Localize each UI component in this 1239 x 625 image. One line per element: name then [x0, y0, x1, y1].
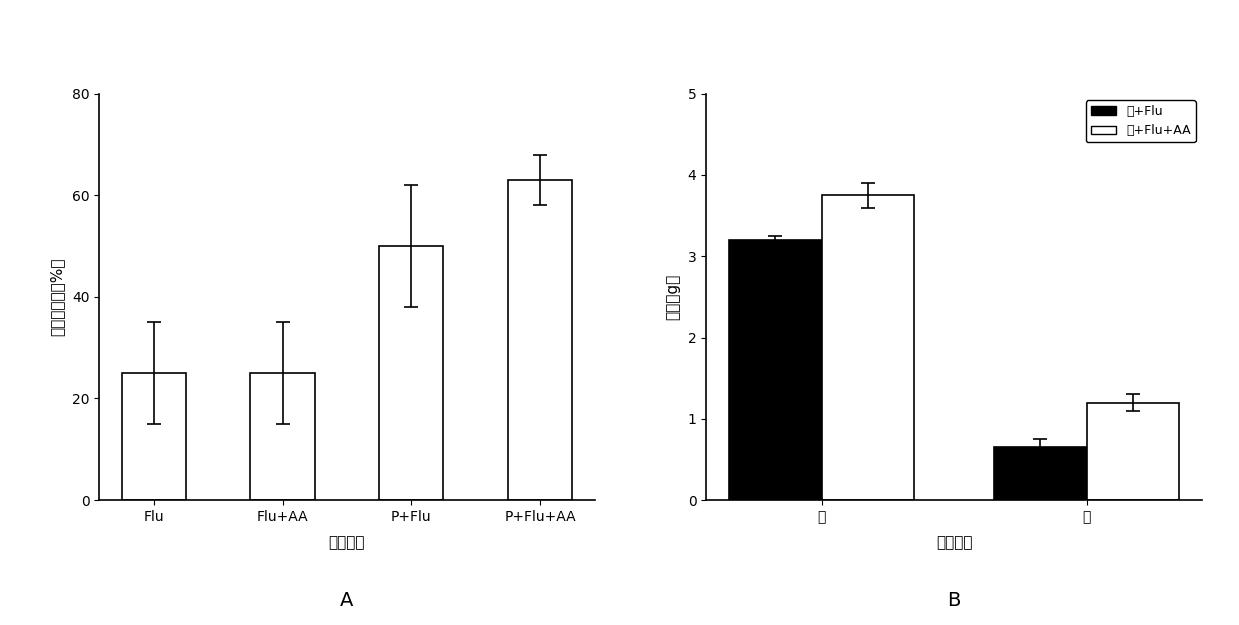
X-axis label: 不同处理: 不同处理 [935, 535, 973, 550]
Bar [121, 373, 186, 500]
Bar [508, 180, 572, 500]
X-axis label: 不同处理: 不同处理 [328, 535, 366, 550]
Bar [821, 195, 914, 500]
Bar [994, 448, 1087, 500]
Y-axis label: 鲜重（g）: 鲜重（g） [665, 274, 680, 320]
Bar [379, 246, 444, 500]
Bar [729, 240, 821, 500]
Bar [1087, 402, 1180, 500]
Text: A: A [341, 591, 353, 609]
Bar [250, 373, 315, 500]
Text: B: B [948, 591, 960, 609]
Legend: 苗+Flu, 苗+Flu+AA: 苗+Flu, 苗+Flu+AA [1085, 100, 1196, 142]
Y-axis label: 污染减少率（%）: 污染减少率（%） [50, 258, 64, 336]
